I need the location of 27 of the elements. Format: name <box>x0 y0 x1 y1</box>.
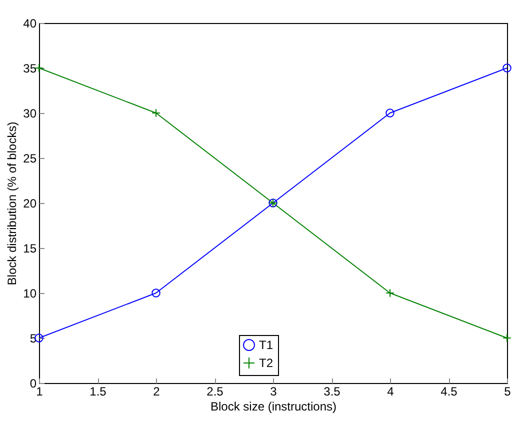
point <box>502 334 512 342</box>
y-tick-label: 25 <box>23 152 37 166</box>
point <box>502 64 512 72</box>
y-tick-label: 0 <box>30 376 37 390</box>
point <box>386 108 394 118</box>
y-tick-label: 30 <box>23 106 37 120</box>
x-tick-label: 5 <box>504 384 512 398</box>
y-axis-title: Block distribution (% of blocks) <box>5 122 20 286</box>
point <box>152 108 160 118</box>
y-tick-label: 10 <box>23 286 37 300</box>
x-tick-label: 3.5 <box>324 384 341 398</box>
x-tick-label: 1.5 <box>90 384 107 398</box>
legend-label: T2 <box>259 356 274 370</box>
x-tick-label: 1 <box>36 384 44 398</box>
x-tick-label: 2.5 <box>206 384 224 398</box>
y-tick-label: 15 <box>23 242 37 256</box>
y-tick-label: 20 <box>23 196 37 210</box>
y-tick-label: 35 <box>23 62 37 76</box>
point <box>386 288 394 298</box>
y-tick-label: 40 <box>23 16 37 30</box>
point <box>152 288 160 298</box>
x-axis-title: Block size (instructions) <box>210 400 337 414</box>
x-tick-label: 3 <box>270 384 278 398</box>
x-tick-label: 4.5 <box>440 384 458 398</box>
x-tick-label: 4 <box>387 384 394 398</box>
x-tick-label: 2 <box>153 384 160 398</box>
legend-label: T1 <box>259 338 274 352</box>
